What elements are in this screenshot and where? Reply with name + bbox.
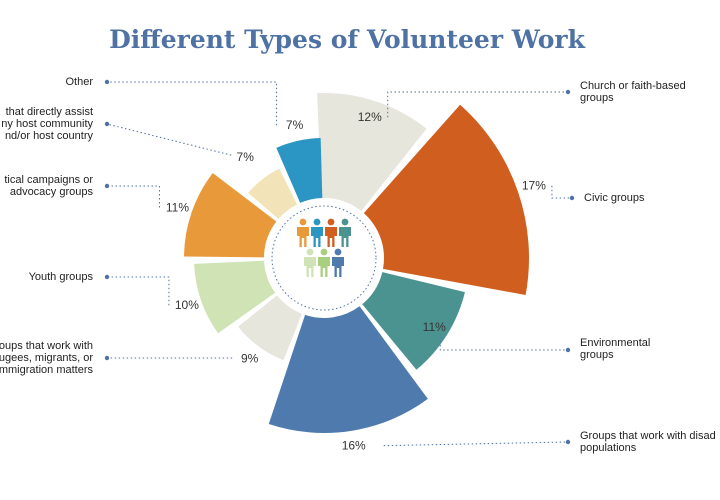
slice-political-campaigns-or-advocacy-groups (184, 172, 277, 258)
person-icon (332, 248, 344, 277)
slice-value-environmental-groups: 11% (423, 320, 446, 334)
people-group-icon (297, 218, 351, 277)
person-icon (325, 218, 337, 247)
leader-line (383, 441, 569, 447)
leader-dot (565, 347, 571, 353)
slice-groups-that-work-with-refugees-migrants-or-immigration-matters (238, 295, 302, 361)
slice-environmental-groups (362, 272, 465, 370)
leader-line (107, 185, 160, 208)
leader-dot (104, 183, 110, 189)
leader-line (439, 336, 568, 351)
person-icon (339, 218, 351, 247)
center-ring (271, 205, 377, 311)
category-label-groups-that-directly-assist-my-host-community-and-or-host-country: that directly assist ny host community nd/… (1, 106, 93, 142)
category-label-groups-that-work-with-refugees-migrants-or-immigration-matters: roups that work with ugees, migrants, or m… (0, 340, 93, 376)
leader-dot (104, 121, 110, 127)
category-label-other: Other (65, 76, 93, 88)
leader-dot (565, 89, 571, 95)
leader-dot (104, 79, 110, 85)
slice-church-or-faith-based-groups (317, 93, 427, 211)
category-label-youth-groups: Youth groups (29, 271, 94, 283)
category-label-political-campaigns-or-advocacy-groups: tical campaigns or advocacy groups (4, 174, 93, 198)
leader-dot (104, 274, 110, 280)
slice-civic-groups (363, 104, 529, 296)
leader-line (387, 91, 568, 118)
slice-groups-that-directly-assist-my-host-community-and-or-host-country (248, 168, 298, 219)
chart-title: Different Types of Volunteer Work (109, 25, 586, 54)
slice-value-groups-that-work-with-disadvantaged-populations: 16% (342, 439, 366, 453)
slice-groups-that-work-with-disadvantaged-populations (268, 306, 428, 433)
slice-other (276, 138, 323, 203)
person-icon (318, 248, 330, 277)
slice-value-other: 7% (286, 118, 304, 132)
slice-value-civic-groups: 17% (522, 179, 546, 193)
category-label-environmental-groups: Environmental groups (580, 337, 650, 361)
slice-value-groups-that-directly-assist-my-host-community-and-or-host-country: 7% (237, 150, 255, 164)
leader-dot (569, 195, 575, 201)
leader-dot (104, 355, 110, 361)
leader-line (551, 185, 572, 199)
leader-line (107, 81, 278, 126)
person-icon (311, 218, 323, 247)
slice-value-political-campaigns-or-advocacy-groups: 11% (166, 201, 189, 215)
person-icon (297, 218, 309, 247)
slice-value-groups-that-work-with-refugees-migrants-or-immigration-matters: 9% (241, 351, 259, 365)
slice-value-church-or-faith-based-groups: 12% (358, 110, 382, 124)
slice-value-youth-groups: 10% (175, 298, 199, 312)
category-label-groups-that-work-with-disadvantaged-populations: Groups that work with disad populations (580, 430, 716, 454)
person-icon (304, 248, 316, 277)
slice-youth-groups (194, 260, 276, 334)
leader-line (107, 276, 170, 306)
category-label-civic-groups: Civic groups (584, 192, 645, 204)
leader-dot (565, 439, 571, 445)
category-label-church-or-faith-based-groups: Church or faith-based groups (580, 80, 686, 104)
leader-line (106, 123, 232, 156)
